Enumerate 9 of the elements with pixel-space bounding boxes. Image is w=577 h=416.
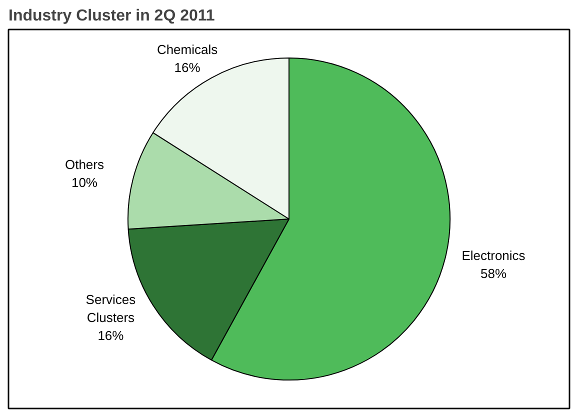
data-label: 58% (480, 266, 507, 282)
slice-label: Chemicals (156, 42, 218, 57)
slice-label: Electronics (462, 248, 526, 264)
chart-title: Industry Cluster in 2Q 2011 (8, 8, 215, 24)
data-label: 10% (71, 174, 98, 190)
slice-label: Others (64, 156, 104, 172)
data-label: 16% (98, 328, 124, 343)
data-label: 16% (174, 60, 201, 75)
slice-label: Services Clusters (86, 292, 136, 325)
